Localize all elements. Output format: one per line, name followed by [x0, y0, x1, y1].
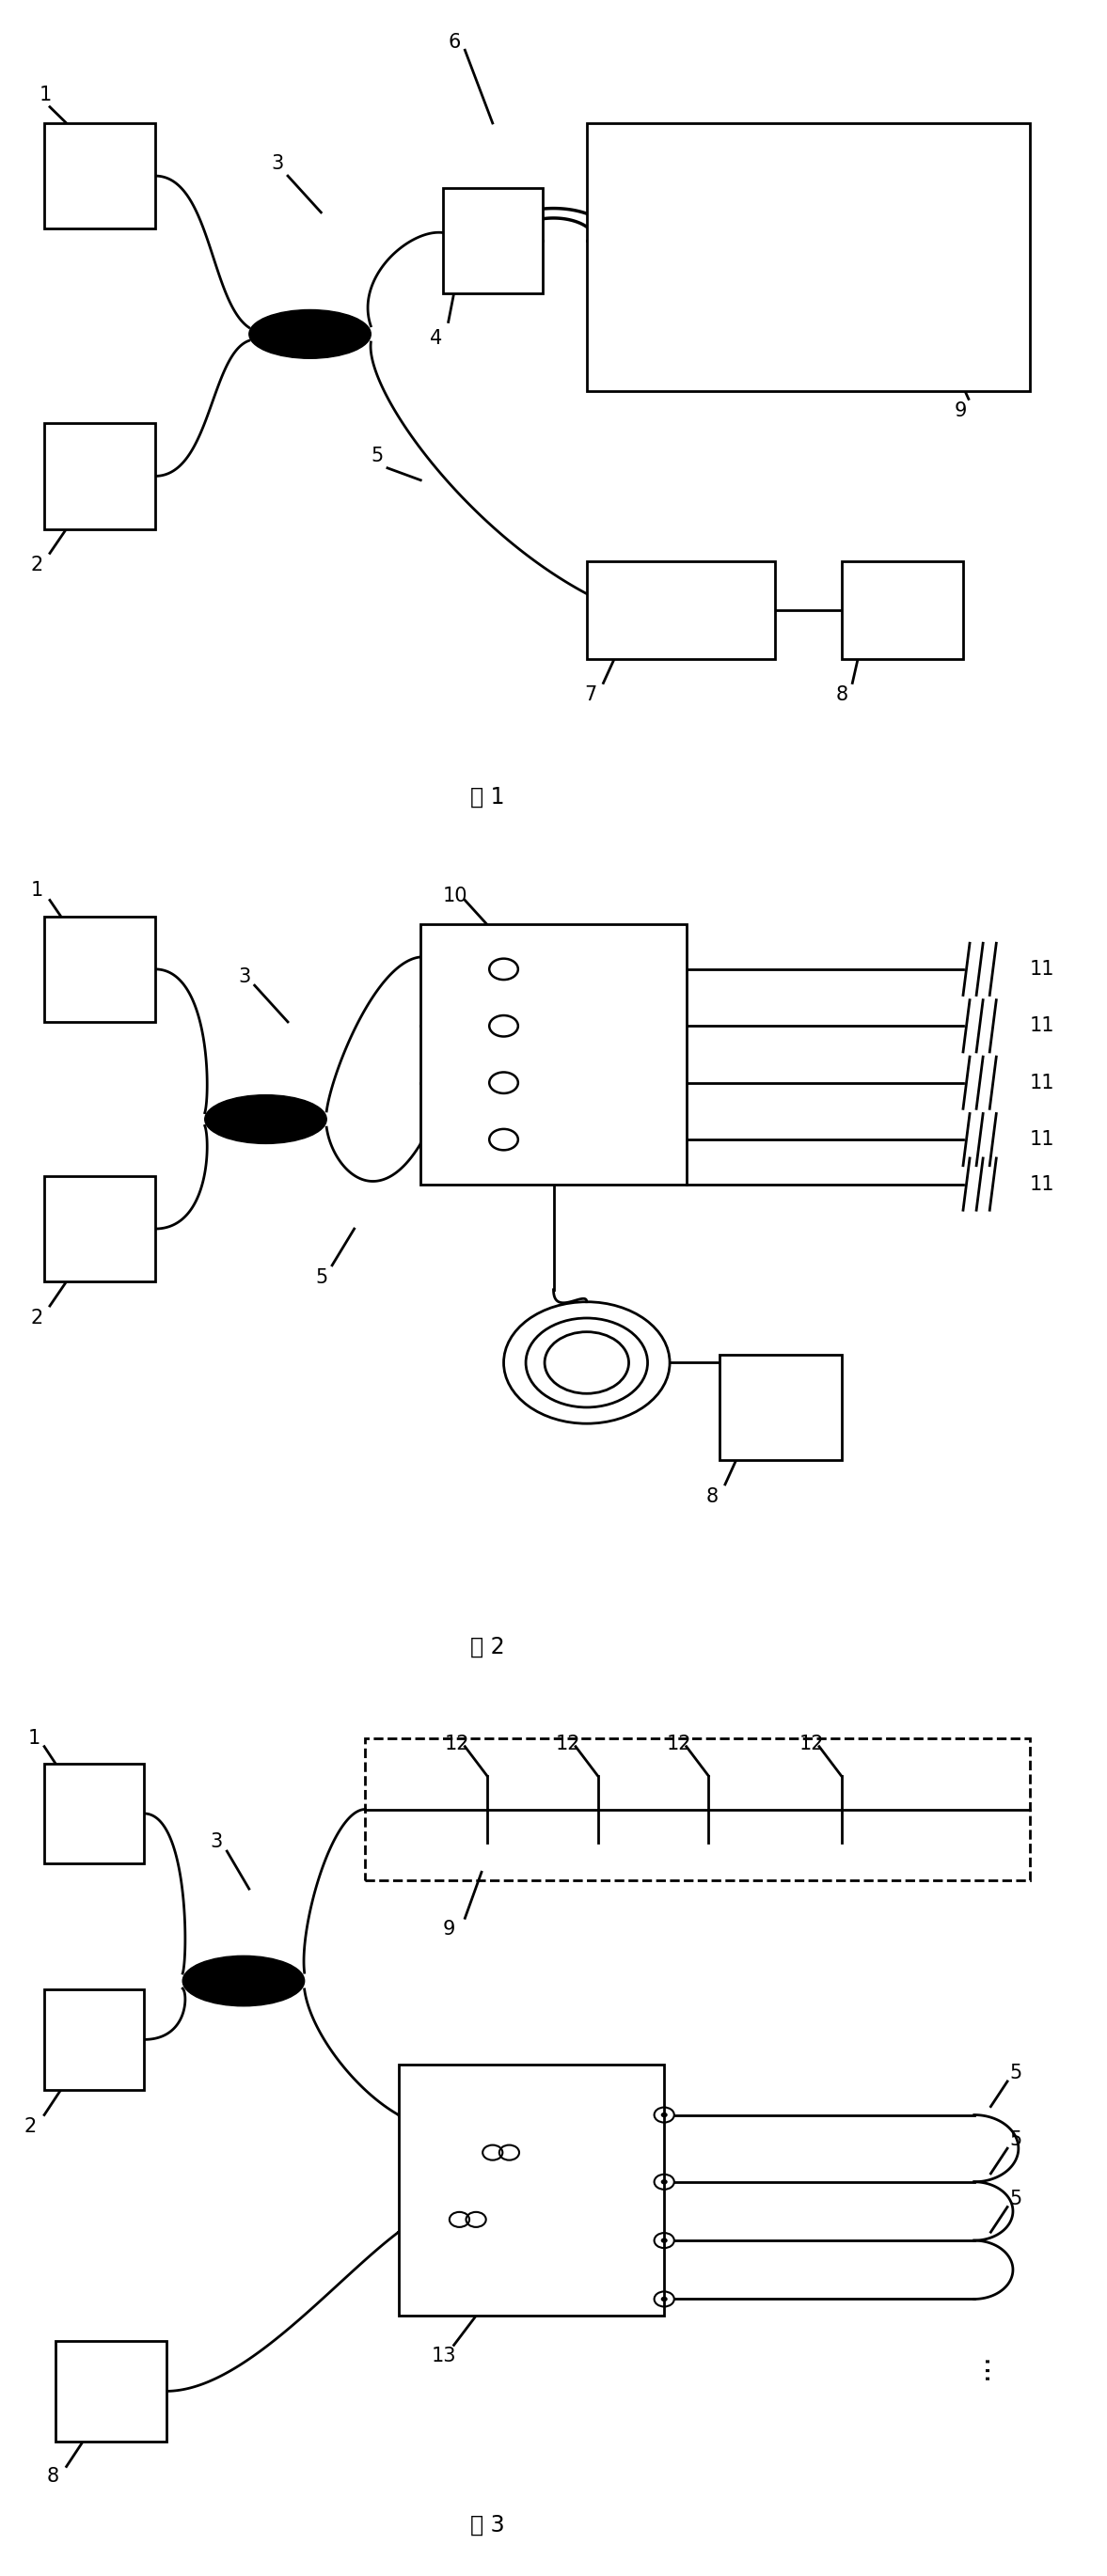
Text: 图 1: 图 1: [469, 786, 505, 809]
Text: 图 3: 图 3: [469, 2514, 505, 2537]
Bar: [55, 2342, 166, 2442]
Bar: [587, 562, 775, 659]
Text: 图 2: 图 2: [469, 1636, 505, 1659]
Text: 12: 12: [666, 1734, 692, 1754]
Text: 3: 3: [210, 1832, 223, 1852]
Text: 5: 5: [1010, 2130, 1022, 2148]
Text: 11: 11: [1030, 1018, 1055, 1036]
Bar: [44, 422, 155, 528]
Text: 1: 1: [28, 1728, 40, 1747]
Circle shape: [661, 2179, 668, 2184]
Bar: [587, 124, 1030, 392]
Text: 12: 12: [445, 1734, 470, 1754]
Text: 3: 3: [271, 155, 283, 173]
Ellipse shape: [205, 1095, 327, 1144]
Text: 9: 9: [954, 402, 966, 420]
Text: 11: 11: [1030, 961, 1055, 979]
Text: 4: 4: [430, 330, 442, 348]
Text: 3: 3: [238, 969, 250, 987]
Text: 1: 1: [39, 85, 51, 103]
Text: 2: 2: [24, 2117, 37, 2136]
Ellipse shape: [183, 1955, 304, 2007]
Text: 8: 8: [46, 2468, 59, 2486]
Text: 10: 10: [443, 886, 468, 907]
Text: 5: 5: [315, 1267, 328, 1288]
Text: 9: 9: [443, 1919, 455, 1937]
Text: 11: 11: [1030, 1074, 1055, 1092]
Text: 6: 6: [448, 33, 461, 52]
Circle shape: [661, 2298, 668, 2300]
Bar: [841, 562, 963, 659]
Text: 1: 1: [31, 881, 43, 899]
Text: 8: 8: [706, 1486, 718, 1507]
Text: 12: 12: [556, 1734, 581, 1754]
Bar: [421, 925, 686, 1185]
Bar: [44, 124, 155, 229]
Text: ···: ···: [974, 2352, 1002, 2380]
Text: 7: 7: [584, 685, 597, 706]
Text: 13: 13: [432, 2347, 457, 2365]
Bar: [44, 1989, 144, 2089]
Text: 5: 5: [371, 446, 383, 466]
Circle shape: [661, 2239, 668, 2244]
Text: 11: 11: [1030, 1131, 1055, 1149]
Bar: [365, 1739, 1030, 1880]
Bar: [720, 1355, 841, 1461]
Text: 2: 2: [31, 1309, 43, 1327]
Text: 11: 11: [1030, 1175, 1055, 1193]
Bar: [399, 2066, 664, 2316]
Text: 12: 12: [799, 1734, 825, 1754]
Bar: [44, 1762, 144, 1865]
Bar: [44, 1177, 155, 1283]
Text: 2: 2: [31, 556, 43, 574]
Text: 8: 8: [836, 685, 848, 706]
Bar: [443, 188, 542, 294]
Text: 5: 5: [1010, 2063, 1022, 2081]
Ellipse shape: [249, 309, 371, 358]
Bar: [44, 917, 155, 1023]
Circle shape: [661, 2112, 668, 2117]
Text: 5: 5: [1010, 2190, 1022, 2208]
